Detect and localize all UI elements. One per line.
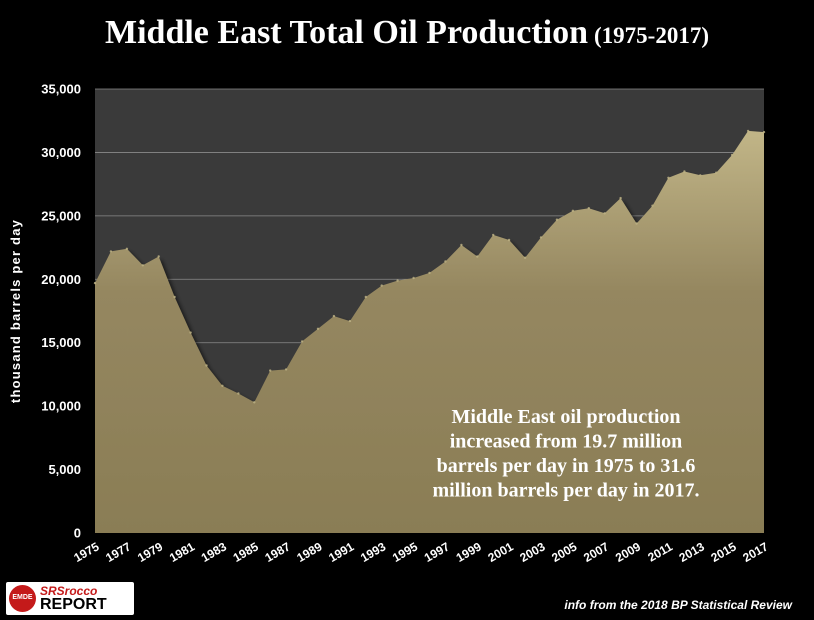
data-point bbox=[189, 331, 192, 334]
x-tick-label: 1997 bbox=[422, 539, 452, 565]
x-tick-label: 1977 bbox=[103, 539, 133, 565]
data-point bbox=[507, 238, 511, 242]
data-point bbox=[173, 295, 176, 299]
chart-title: Middle East Total Oil Production (1975-20… bbox=[0, 14, 814, 52]
y-tick-label: 30,000 bbox=[41, 145, 81, 160]
x-tick-label: 2013 bbox=[677, 539, 707, 565]
y-tick-label: 0 bbox=[74, 526, 81, 541]
data-point bbox=[715, 171, 718, 174]
data-point bbox=[651, 204, 654, 207]
logo-text-bottom: REPORT bbox=[40, 596, 107, 613]
x-tick-label: 2005 bbox=[549, 539, 579, 565]
data-point bbox=[444, 260, 447, 263]
y-axis-label: thousand barrels per day bbox=[8, 219, 23, 403]
x-tick-label: 1993 bbox=[358, 539, 388, 565]
logo-text-top: SRSrocco bbox=[40, 584, 98, 598]
data-point bbox=[539, 236, 543, 239]
annotation-line: million barrels per day in 2017. bbox=[432, 480, 699, 502]
x-tick-label: 1999 bbox=[454, 539, 484, 565]
x-tick-label: 1987 bbox=[263, 539, 293, 565]
data-point bbox=[269, 369, 272, 372]
annotation-line: increased from 19.7 million bbox=[450, 431, 683, 453]
data-point bbox=[284, 368, 288, 371]
data-point bbox=[762, 130, 766, 134]
chart-title-main: Middle East Total Oil Production bbox=[105, 14, 589, 51]
annotation-line: Middle East oil production bbox=[451, 406, 680, 428]
data-point bbox=[667, 176, 670, 179]
x-tick-label: 1975 bbox=[71, 539, 101, 565]
data-point bbox=[555, 218, 559, 221]
y-tick-label: 5,000 bbox=[48, 462, 81, 477]
x-tick-label: 2003 bbox=[517, 539, 547, 565]
data-point bbox=[619, 196, 622, 200]
x-tick-label: 1979 bbox=[135, 539, 165, 565]
data-point bbox=[683, 170, 686, 173]
srsrocco-report-logo: EMDE SRSrocco REPORT bbox=[6, 582, 134, 615]
y-tick-label: 10,000 bbox=[41, 399, 81, 414]
x-tick-label: 1995 bbox=[390, 539, 420, 565]
x-tick-label: 1985 bbox=[231, 539, 261, 565]
x-tick-label: 1983 bbox=[199, 539, 229, 565]
data-point bbox=[746, 129, 750, 133]
logo-badge-icon: EMDE bbox=[9, 585, 36, 612]
data-point bbox=[141, 264, 144, 267]
data-point bbox=[109, 250, 113, 253]
data-point bbox=[125, 247, 129, 250]
data-point bbox=[205, 364, 208, 367]
chart-title-years: (1975-2017) bbox=[594, 23, 709, 48]
data-point bbox=[476, 255, 479, 258]
data-point bbox=[699, 174, 702, 177]
data-point bbox=[237, 392, 240, 395]
x-tick-label: 2011 bbox=[645, 539, 675, 564]
source-note: info from the 2018 BP Statistical Review bbox=[564, 598, 792, 612]
y-tick-label: 35,000 bbox=[41, 82, 81, 97]
data-point bbox=[412, 276, 415, 280]
data-point bbox=[460, 243, 463, 247]
data-point bbox=[523, 256, 527, 259]
x-tick-label: 2001 bbox=[486, 539, 516, 565]
data-point bbox=[364, 295, 367, 299]
data-point bbox=[635, 222, 638, 225]
data-point bbox=[571, 209, 575, 212]
x-tick-label: 2017 bbox=[740, 539, 770, 565]
x-tick-label: 2009 bbox=[613, 539, 643, 565]
x-tick-label: 2007 bbox=[581, 539, 611, 565]
data-point bbox=[332, 314, 336, 318]
series-area bbox=[95, 130, 764, 533]
data-point bbox=[428, 271, 431, 275]
data-point bbox=[492, 233, 495, 237]
data-point bbox=[730, 153, 734, 157]
annotation-line: barrels per day in 1975 to 31.6 bbox=[437, 455, 696, 477]
x-tick-label: 2015 bbox=[709, 539, 739, 565]
x-tick-label: 1981 bbox=[167, 539, 197, 565]
data-point bbox=[93, 281, 97, 285]
data-point bbox=[221, 384, 224, 387]
data-point bbox=[253, 401, 256, 404]
y-tick-label: 20,000 bbox=[41, 272, 81, 287]
data-point bbox=[348, 319, 352, 323]
data-point bbox=[380, 284, 383, 287]
x-tick-label: 1989 bbox=[294, 539, 324, 565]
data-point bbox=[316, 327, 320, 330]
y-tick-label: 25,000 bbox=[41, 208, 81, 223]
data-point bbox=[587, 207, 590, 210]
y-tick-label: 15,000 bbox=[41, 335, 81, 350]
data-point bbox=[603, 212, 606, 215]
data-point bbox=[396, 279, 399, 282]
x-tick-label: 1991 bbox=[326, 539, 356, 565]
data-point bbox=[157, 255, 160, 258]
data-point bbox=[300, 340, 304, 343]
